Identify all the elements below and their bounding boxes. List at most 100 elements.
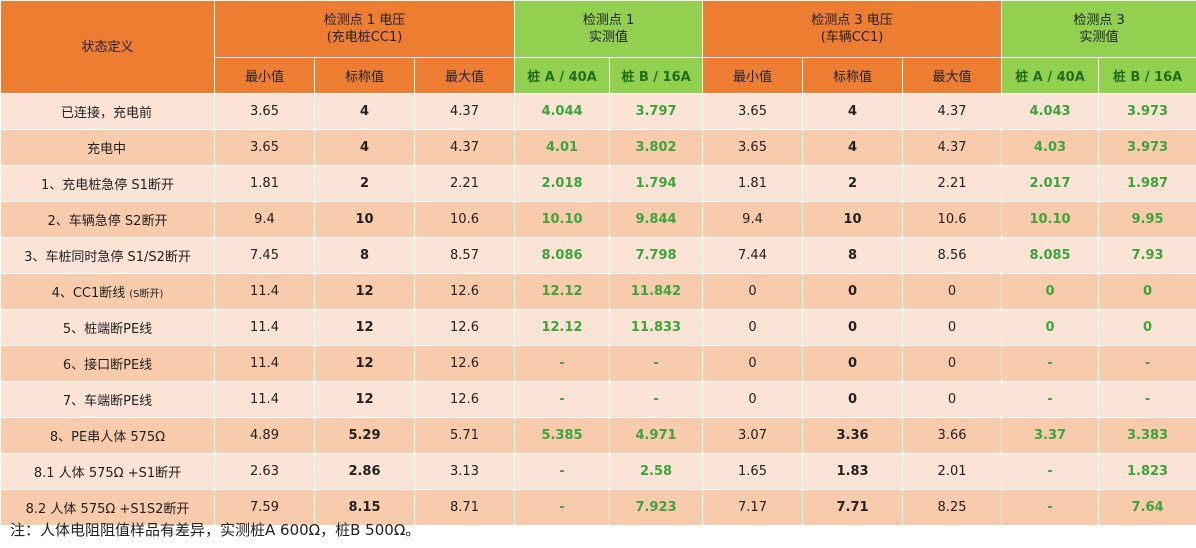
measured-value-cell: 9.95 [1098,201,1196,238]
spec-value-cell: 5.71 [413,417,516,454]
row-label: 2、车辆急停 S2断开 [0,201,215,238]
row-label: 已连接，充电前 [0,93,215,130]
row-label: 5、桩端断PE线 [0,309,215,346]
spec-value-cell: 10.6 [413,201,516,238]
spec-value-cell: 0 [902,381,1003,418]
row-label-text: 8、PE串人体 575Ω [49,430,166,445]
spec-value-cell: 11.4 [214,309,315,346]
measured-value-cell: 4.043 [1001,93,1100,130]
row-label-text: 5、桩端断PE线 [62,322,153,337]
row-label: 8、PE串人体 575Ω [0,417,215,454]
spec-value-cell: 2.63 [214,453,315,490]
spec-value-cell: 4 [314,129,415,166]
table-row: 2、车辆急停 S2断开 9.4 10 10.6 10.10 9.844 9.4 10 10.6 1… [0,201,1196,238]
footnote: 注：人体电阻阻值样品有差异，实测桩A 600Ω，桩B 500Ω。 [10,521,421,539]
measured-value-cell: 7.923 [609,489,704,526]
row-label-text: 2、车辆急停 S2断开 [47,214,168,229]
spec-value-cell: 8 [802,237,904,274]
spec-value-cell: 0 [902,309,1003,346]
table-row: 8、PE串人体 575Ω 4.89 5.29 5.71 5.385 4.971 3.07 3.… [0,417,1196,454]
spec-value-cell: 8.57 [413,237,516,274]
measured-value-cell: 8.086 [514,237,611,274]
spec-value-cell: 0 [802,345,904,382]
measured-value-cell: 2.017 [1001,165,1100,202]
table-row: 6、接口断PE线 11.4 12 12.6- -0 0 0- - [0,345,1196,382]
measured-value-cell: - [609,381,704,418]
table-row: 3、车桩同时急停 S1/S2断开 7.45 8 8.57 8.086 7.798 7.44 8… [0,237,1196,274]
spec-value-cell: 8.25 [902,489,1003,526]
spec-value-cell: 2 [802,165,904,202]
spec-value-cell: 4 [802,93,904,130]
measured-value-cell: 12.12 [514,273,611,310]
table-container: 状态定义 检测点 1 电压 (充电桩CC1) 检测点 1 实测值 检测点 3 电… [0,0,1196,526]
measured-value-cell: 3.797 [609,93,704,130]
spec-value-cell: 11.4 [214,273,315,310]
sub-header-max: 最大值 [413,57,516,94]
group-header-cp3-measured: 检测点 3 实测值 [1001,0,1196,58]
spec-value-cell: 0 [702,273,804,310]
spec-value-cell: 3.13 [413,453,516,490]
spec-value-cell: 12 [314,345,415,382]
spec-value-cell: 8.56 [902,237,1003,274]
spec-value-cell: 7.17 [702,489,804,526]
spec-value-cell: 3.66 [902,417,1003,454]
spec-value-cell: 0 [902,345,1003,382]
spec-value-cell: 4 [802,129,904,166]
group-header-line: (充电桩CC1) [326,30,403,45]
measured-value-cell: 7.64 [1098,489,1196,526]
spec-value-cell: 10.6 [902,201,1003,238]
sub-header-pile-a: 桩 A / 40A [1001,57,1100,94]
measured-value-cell: 12.12 [514,309,611,346]
table-row: 8.1 人体 575Ω +S1断开 2.63 2.86 3.13-2.58 1.65 1.… [0,453,1196,490]
spec-value-cell: 1.81 [702,165,804,202]
group-header-line: 实测值 [589,30,629,45]
row-label-note: (S断开) [129,289,164,300]
measured-value-cell: - [514,381,611,418]
spec-value-cell: 7.59 [214,489,315,526]
group-header-line: 检测点 1 电压 [323,13,406,28]
spec-value-cell: 11.4 [214,345,315,382]
group-header-cp1-measured: 检测点 1 实测值 [514,0,704,58]
spec-value-cell: 0 [702,309,804,346]
table-row: 1、充电桩急停 S1断开 1.81 2 2.21 2.018 1.794 1.81 2 2.21… [0,165,1196,202]
spec-value-cell: 9.4 [702,201,804,238]
sub-header-min: 最小值 [702,57,804,94]
spec-value-cell: 3.65 [214,129,315,166]
spec-value-cell: 3.36 [802,417,904,454]
table-row: 8.2 人体 575Ω +S1S2断开 7.59 8.15 8.71-7.923 7.1… [0,489,1196,526]
measured-value-cell: 1.987 [1098,165,1196,202]
measured-value-cell: - [609,345,704,382]
row-label-text: 3、车桩同时急停 S1/S2断开 [24,250,191,265]
measured-value-cell: 11.842 [609,273,704,310]
measured-value-cell: - [1001,453,1100,490]
measured-value-cell: 3.802 [609,129,704,166]
spec-value-cell: 9.4 [214,201,315,238]
spec-value-cell: 1.65 [702,453,804,490]
spec-value-cell: 0 [802,309,904,346]
spec-value-cell: 7.44 [702,237,804,274]
row-label-text: 1、充电桩急停 S1断开 [41,178,174,193]
voltage-table: 状态定义 检测点 1 电压 (充电桩CC1) 检测点 1 实测值 检测点 3 电… [0,0,1196,526]
measured-value-cell: 4.03 [1001,129,1100,166]
measured-value-cell: 7.93 [1098,237,1196,274]
spec-value-cell: 3.07 [702,417,804,454]
measured-value-cell: 3.37 [1001,417,1100,454]
table-row: 5、桩端断PE线 11.4 12 12.6 12.12 11.833 0 0 0 0 0 [0,309,1196,346]
spec-value-cell: 4.37 [413,93,516,130]
measured-value-cell: 1.823 [1098,453,1196,490]
spec-value-cell: 4.37 [413,129,516,166]
spec-value-cell: 3.65 [702,93,804,130]
spec-value-cell: 10 [314,201,415,238]
spec-value-cell: 7.71 [802,489,904,526]
measured-value-cell: 4.01 [514,129,611,166]
measured-value-cell: - [514,453,611,490]
spec-value-cell: 2.21 [902,165,1003,202]
sub-header-max: 最大值 [902,57,1003,94]
measured-value-cell: 2.018 [514,165,611,202]
sub-header-pile-a: 桩 A / 40A [514,57,611,94]
sub-header-nominal: 标称值 [314,57,415,94]
spec-value-cell: 8.71 [413,489,516,526]
row-label-text: 已连接，充电前 [60,106,152,121]
group-header-line: 检测点 3 电压 [811,13,893,28]
sub-header-min: 最小值 [214,57,315,94]
